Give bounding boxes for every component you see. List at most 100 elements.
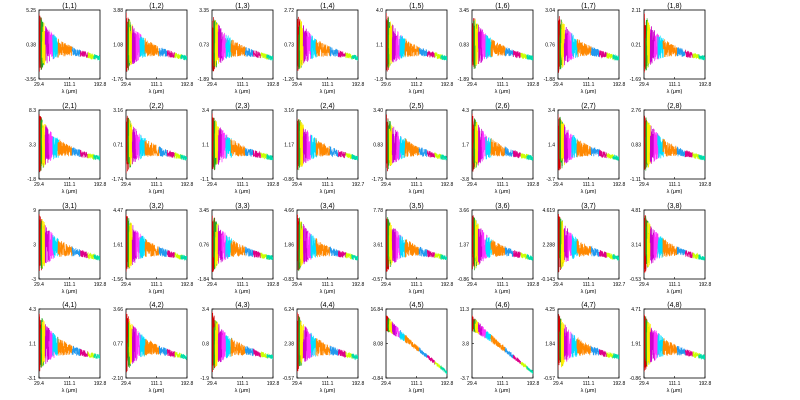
series-line: [646, 222, 651, 268]
panel: (4,5) -0.84 8.08 16.84 29.4 111.1 192.8 λ (μm): [370, 302, 453, 394]
y-tick-label: 1.1: [202, 143, 209, 149]
series-line: [512, 49, 522, 59]
series-line: [174, 52, 183, 60]
panel: (4,2) -2.10 0.77 3.66 29.4 111.1 192.8 λ (μm): [112, 302, 194, 394]
series-line: [559, 218, 564, 269]
series-line: [237, 342, 246, 357]
x-tick-label: 29.4: [121, 182, 131, 188]
y-tick-label: 4.47: [113, 208, 123, 214]
y-tick-label: -0.57: [283, 376, 295, 382]
y-tick-label: 2.11: [632, 8, 642, 14]
y-tick-label: 2.72: [284, 8, 294, 14]
series-line: [512, 354, 522, 365]
y-tick-label: -0.143: [541, 277, 555, 283]
panel-title: (2,8): [667, 103, 681, 110]
series-line: [485, 237, 492, 259]
panel: (3,7) -0.143 2.288 4.619 29.4 111.1 192.7 λ (μm…: [541, 203, 626, 295]
series-line: [244, 147, 254, 157]
y-tick-label: -1.8: [27, 177, 36, 183]
panel: (2,2) -1.74 0.71 3.16 29.4 111.1 192.8 λ (μm): [112, 103, 194, 195]
series-line: [684, 49, 694, 58]
series-line: [571, 33, 578, 58]
series-line: [57, 336, 65, 356]
series-line: [388, 124, 393, 166]
series-line: [71, 46, 81, 57]
panel-title: (1,7): [581, 3, 595, 10]
y-tick-label: -1.76: [112, 77, 124, 83]
y-tick-label: 3.40: [373, 108, 383, 114]
x-tick-label: 111.1: [64, 381, 76, 387]
panel-title: (4,1): [62, 302, 76, 309]
y-tick-label: 4.66: [284, 208, 294, 214]
panel-title: (4,5): [409, 302, 423, 309]
x-tick-label: 111.1: [669, 282, 681, 288]
series-line: [329, 246, 339, 257]
series-line: [644, 314, 648, 372]
series-line: [158, 146, 168, 158]
series-line: [244, 346, 254, 357]
y-tick-label: 0.77: [113, 342, 123, 348]
panel: (4,8) -0.86 1.91 4.71 29.4 111.1 192.8 λ (μm): [630, 302, 712, 394]
y-tick-label: -0.57: [372, 277, 384, 283]
x-tick-label: 29.4: [639, 381, 649, 387]
series-line: [302, 326, 309, 362]
y-tick-label: 1.1: [376, 43, 383, 49]
x-tick-label: 111.1: [583, 82, 595, 88]
series-line: [299, 221, 304, 267]
series-line: [526, 154, 533, 161]
series-line: [41, 319, 46, 366]
x-tick-label: 192.8: [352, 282, 365, 288]
y-tick-label: 0.21: [631, 43, 641, 49]
panel-title: (2,4): [320, 103, 334, 110]
x-tick-label: 111.1: [411, 381, 423, 387]
y-tick-label: 3.3: [29, 143, 36, 149]
series-line: [512, 250, 522, 258]
panel: (1,7) -1.88 0.76 3.04 29.4 111.1 192.8 λ (μm): [544, 3, 626, 95]
series-line: [79, 149, 89, 158]
series-line: [151, 43, 160, 57]
series-line: [576, 238, 584, 258]
panel-title: (1,1): [62, 3, 76, 10]
x-tick-label: 192.8: [94, 282, 107, 288]
series-line: [684, 150, 694, 158]
series-line: [214, 20, 219, 67]
panel-title: (3,2): [149, 203, 163, 210]
series-line: [93, 353, 100, 359]
series-line: [497, 143, 506, 157]
series-line: [144, 140, 152, 157]
series-line: [225, 35, 232, 59]
series-line: [386, 114, 390, 172]
panel: (4,6) -3.7 3.8 11.3 29.4 111.1 192.8 λ (μm): [460, 302, 540, 394]
panel: (4,7) -0.57 1.84 4.25 29.4 111.1 192.8 λ (μm): [544, 302, 626, 394]
series-line: [676, 146, 686, 158]
panel: (4,1) -3.1 1.1 4.3 29.4 111.1 192.8 λ (μm): [27, 302, 106, 394]
x-tick-label: 192.8: [613, 82, 626, 88]
series-line: [391, 24, 398, 63]
series-line: [590, 345, 600, 356]
x-tick-label: 192.8: [613, 381, 626, 387]
panel: (4,4) -0.57 2.38 6.24 29.4 111.1 192.8 λ (μm): [283, 302, 365, 394]
series-line: [337, 250, 347, 258]
series-line: [598, 349, 608, 358]
series-line: [567, 232, 574, 262]
series-line: [139, 36, 146, 58]
x-tick-label: 111.1: [497, 282, 509, 288]
series-line: [166, 348, 176, 358]
x-axis-label: λ (μm): [495, 189, 511, 195]
series-line: [662, 337, 670, 356]
series-line: [526, 253, 533, 261]
series-line: [520, 153, 529, 160]
series-line: [606, 252, 615, 261]
x-tick-label: 111.1: [151, 282, 163, 288]
x-tick-label: 29.4: [207, 182, 217, 188]
series-line: [657, 133, 664, 159]
panel: (3,2) -1.56 1.61 4.47 29.4 111.1 192.8 λ (μm): [112, 203, 194, 295]
x-tick-label: 192.7: [613, 282, 626, 288]
series-line: [440, 254, 447, 261]
series-line: [299, 120, 304, 167]
x-tick-label: 111.1: [151, 381, 163, 387]
series-line: [399, 35, 406, 59]
series-line: [497, 341, 506, 353]
panel-title: (3,4): [320, 203, 334, 210]
x-tick-label: 192.8: [94, 82, 107, 88]
